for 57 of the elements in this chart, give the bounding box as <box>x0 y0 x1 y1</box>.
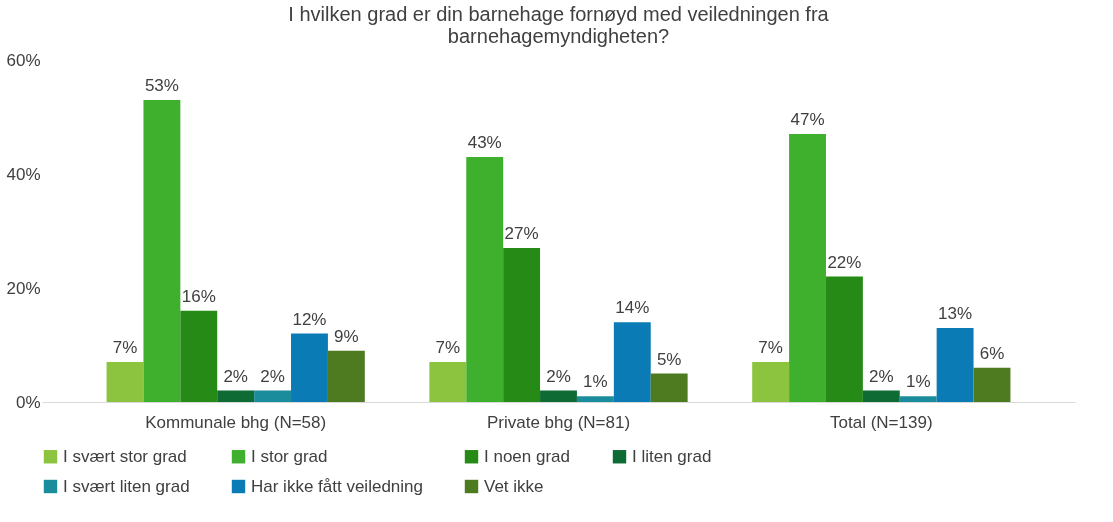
legend-label: Vet ikke <box>484 476 544 496</box>
y-tick-label: 0% <box>15 392 41 412</box>
y-tick-label: 40% <box>6 164 41 184</box>
bar <box>466 156 504 402</box>
legend-label: I stor grad <box>251 446 328 466</box>
bar <box>973 367 1011 402</box>
bar <box>254 390 292 402</box>
data-label: 27% <box>504 224 539 244</box>
data-label: 2% <box>869 366 894 386</box>
data-label: 2% <box>260 366 285 386</box>
data-label: 2% <box>546 366 571 386</box>
bar <box>327 350 365 402</box>
data-label: 9% <box>334 326 359 346</box>
data-label: 7% <box>435 338 461 358</box>
bar <box>936 327 974 402</box>
data-label: 16% <box>181 286 216 306</box>
y-tick-label: 60% <box>6 50 41 70</box>
bar <box>576 396 614 402</box>
data-label: 7% <box>112 338 138 358</box>
data-label: 1% <box>583 372 608 392</box>
data-label: 6% <box>979 343 1005 363</box>
bar <box>613 322 651 402</box>
data-label: 22% <box>827 252 862 272</box>
data-label: 13% <box>938 303 973 323</box>
bar <box>180 310 218 402</box>
data-label: 47% <box>790 110 825 130</box>
bar <box>217 390 255 402</box>
data-label: 43% <box>467 132 502 152</box>
bar <box>106 362 144 402</box>
bar <box>825 276 863 402</box>
data-label: 14% <box>615 298 650 318</box>
legend-label: Har ikke fått veiledning <box>251 476 423 496</box>
bar <box>503 248 541 402</box>
legend-label: I svært liten grad <box>63 476 190 496</box>
bar <box>899 396 937 402</box>
data-label: 12% <box>292 309 327 329</box>
y-tick-label: 20% <box>6 278 41 298</box>
bar <box>752 362 790 402</box>
bar <box>291 333 328 402</box>
bar <box>143 99 181 402</box>
x-tick-label: Total (N=139) <box>830 412 933 432</box>
x-tick-label: Kommunale bhg (N=58) <box>145 412 327 432</box>
data-label: 1% <box>905 372 931 392</box>
data-label: 5% <box>656 349 682 369</box>
bar <box>650 373 688 402</box>
data-label: 2% <box>223 366 248 386</box>
legend-label: I svært stor grad <box>63 446 187 466</box>
bar <box>789 134 826 402</box>
bar <box>540 390 577 402</box>
x-tick-label: Private bhg (N=81) <box>486 412 631 432</box>
bar <box>862 390 900 402</box>
data-label: 7% <box>758 338 783 358</box>
bar <box>429 362 467 402</box>
chart-title: I hvilken grad er din barnehage fornøyd med veiledningen fra barnehagemyndigheten? <box>288 3 830 47</box>
legend-label: I liten grad <box>632 446 712 466</box>
legend-label: I noen grad <box>484 446 571 466</box>
data-label: 53% <box>144 75 179 95</box>
